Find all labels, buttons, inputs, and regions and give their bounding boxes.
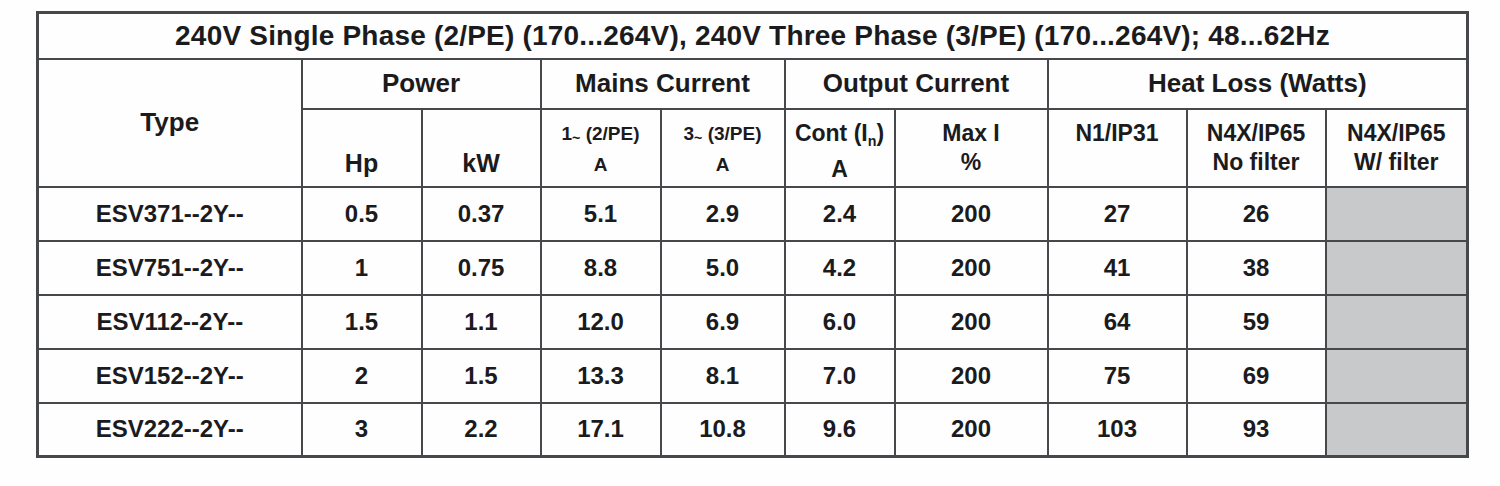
- cell-heat-n4x-with-filter-shaded: [1326, 241, 1468, 295]
- cell-heat-n4x-with-filter-shaded: [1326, 403, 1468, 457]
- cell-heat-n4x-with-filter-shaded: [1326, 349, 1468, 403]
- column-group-mains-current: Mains Current: [541, 59, 785, 109]
- table-title: 240V Single Phase (2/PE) (170...264V), 2…: [38, 13, 1468, 59]
- cell-heat-n4x-no-filter: 38: [1187, 241, 1326, 295]
- cell-heat-n4x-no-filter: 69: [1187, 349, 1326, 403]
- cell-heat-n1: 103: [1048, 403, 1187, 457]
- column-header-kw: kW: [422, 109, 541, 187]
- cell-cont-current: 9.6: [785, 403, 895, 457]
- column-group-heat-loss: Heat Loss (Watts): [1048, 59, 1468, 109]
- cell-heat-n4x-no-filter: 26: [1187, 187, 1326, 241]
- column-header-max-current: Max I %: [895, 109, 1048, 187]
- cell-heat-n4x-no-filter: 93: [1187, 403, 1326, 457]
- cell-hp: 3: [302, 403, 422, 457]
- column-header-cont-current: Cont (In) A: [785, 109, 895, 187]
- cell-mains-3ph: 8.1: [661, 349, 785, 403]
- column-header-n1-ip31: N1/IP31: [1048, 109, 1187, 187]
- cell-hp: 0.5: [302, 187, 422, 241]
- cell-mains-3ph: 6.9: [661, 295, 785, 349]
- cell-max-current: 200: [895, 403, 1048, 457]
- cell-heat-n1: 64: [1048, 295, 1187, 349]
- cell-cont-current: 2.4: [785, 187, 895, 241]
- cell-heat-n1: 27: [1048, 187, 1187, 241]
- cell-mains-1ph: 13.3: [541, 349, 661, 403]
- cell-kw: 2.2: [422, 403, 541, 457]
- cell-max-current: 200: [895, 187, 1048, 241]
- cell-cont-current: 7.0: [785, 349, 895, 403]
- cell-mains-3ph: 5.0: [661, 241, 785, 295]
- column-group-power: Power: [302, 59, 541, 109]
- document-page: 240V Single Phase (2/PE) (170...264V), 2…: [0, 0, 1500, 486]
- cell-cont-current: 4.2: [785, 241, 895, 295]
- cell-max-current: 200: [895, 295, 1048, 349]
- cell-heat-n4x-with-filter-shaded: [1326, 295, 1468, 349]
- table-row: ESV112--2Y-- 1.5 1.1 12.0 6.9 6.0 200 64…: [38, 295, 1468, 349]
- column-header-hp: Hp: [302, 109, 422, 187]
- cell-mains-1ph: 8.8: [541, 241, 661, 295]
- table-title-row: 240V Single Phase (2/PE) (170...264V), 2…: [38, 13, 1468, 59]
- column-header-type: Type: [38, 59, 302, 187]
- cell-heat-n1: 41: [1048, 241, 1187, 295]
- table-row: ESV222--2Y-- 3 2.2 17.1 10.8 9.6 200 103…: [38, 403, 1468, 457]
- cell-kw: 0.75: [422, 241, 541, 295]
- cell-kw: 0.37: [422, 187, 541, 241]
- cell-mains-1ph: 17.1: [541, 403, 661, 457]
- cell-max-current: 200: [895, 349, 1048, 403]
- ratings-table: 240V Single Phase (2/PE) (170...264V), 2…: [36, 11, 1469, 458]
- cell-kw: 1.1: [422, 295, 541, 349]
- cell-heat-n1: 75: [1048, 349, 1187, 403]
- cell-max-current: 200: [895, 241, 1048, 295]
- cell-type: ESV222--2Y--: [38, 403, 302, 457]
- cell-hp: 2: [302, 349, 422, 403]
- cell-mains-3ph: 2.9: [661, 187, 785, 241]
- cell-hp: 1: [302, 241, 422, 295]
- cell-type: ESV751--2Y--: [38, 241, 302, 295]
- table-row: ESV751--2Y-- 1 0.75 8.8 5.0 4.2 200 41 3…: [38, 241, 1468, 295]
- table-row: ESV152--2Y-- 2 1.5 13.3 8.1 7.0 200 75 6…: [38, 349, 1468, 403]
- column-header-mains-1ph: 1~ (2/PE) A: [541, 109, 661, 187]
- cell-mains-1ph: 5.1: [541, 187, 661, 241]
- column-header-mains-3ph: 3~ (3/PE) A: [661, 109, 785, 187]
- cell-hp: 1.5: [302, 295, 422, 349]
- column-header-n4x-no-filter: N4X/IP65 No filter: [1187, 109, 1326, 187]
- cell-mains-1ph: 12.0: [541, 295, 661, 349]
- table-row: ESV371--2Y-- 0.5 0.37 5.1 2.9 2.4 200 27…: [38, 187, 1468, 241]
- group-header-row: Type Power Mains Current Output Current …: [38, 59, 1468, 109]
- cell-cont-current: 6.0: [785, 295, 895, 349]
- column-group-output-current: Output Current: [785, 59, 1048, 109]
- cell-type: ESV112--2Y--: [38, 295, 302, 349]
- cell-type: ESV371--2Y--: [38, 187, 302, 241]
- cell-type: ESV152--2Y--: [38, 349, 302, 403]
- cell-heat-n4x-with-filter-shaded: [1326, 187, 1468, 241]
- cell-kw: 1.5: [422, 349, 541, 403]
- column-header-n4x-with-filter: N4X/IP65 W/ filter: [1326, 109, 1468, 187]
- cell-mains-3ph: 10.8: [661, 403, 785, 457]
- cell-heat-n4x-no-filter: 59: [1187, 295, 1326, 349]
